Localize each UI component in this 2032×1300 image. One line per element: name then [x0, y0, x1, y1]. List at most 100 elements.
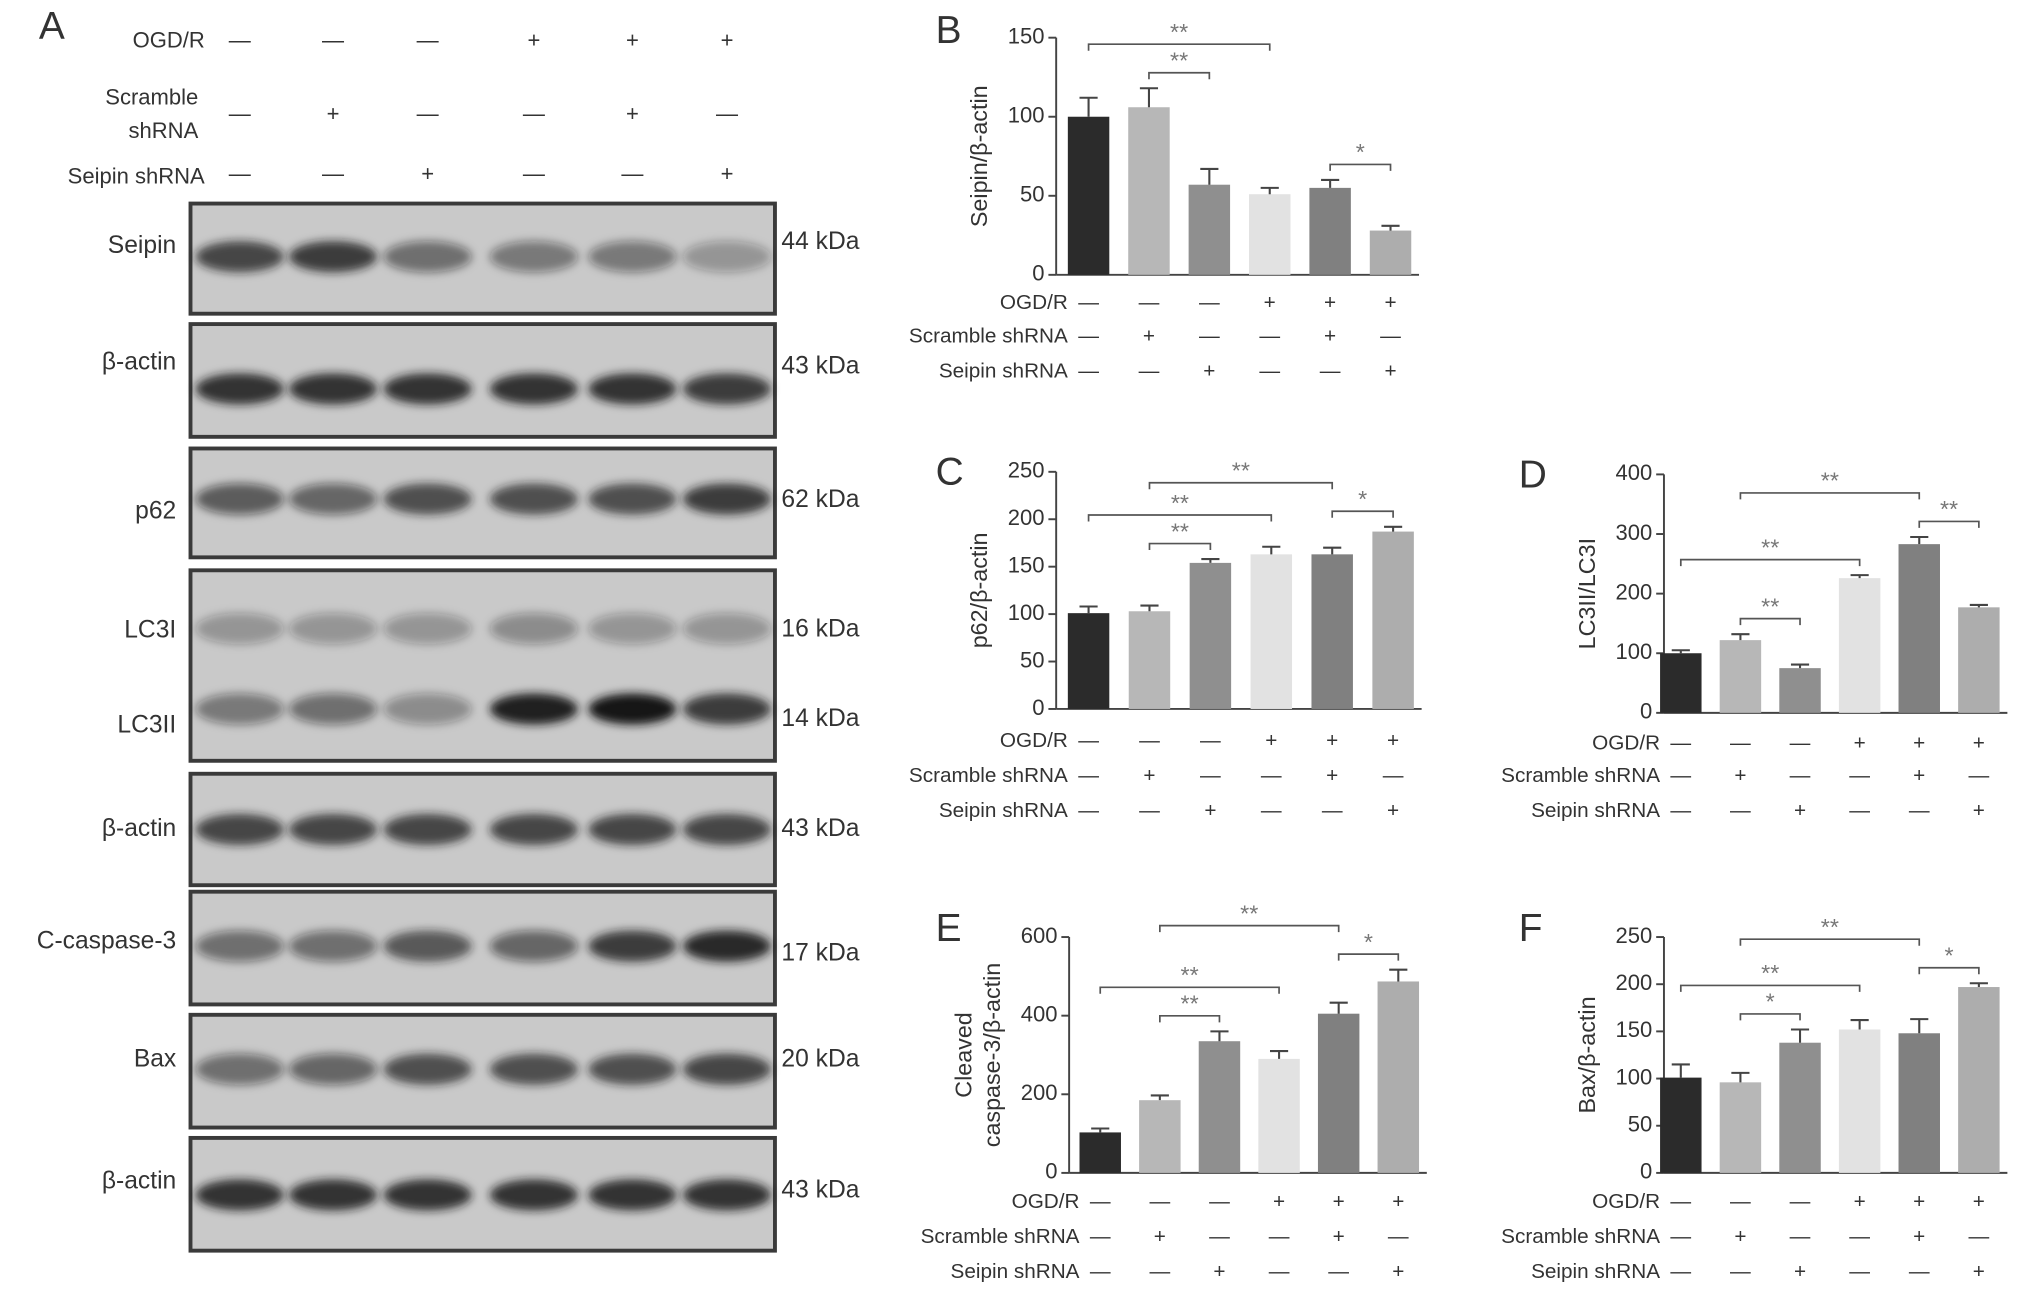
- significance-bracket: [1087, 43, 1271, 51]
- condition-label: OGD/R: [1592, 1190, 1660, 1213]
- condition-label: Seipin shRNA: [1531, 799, 1660, 822]
- panel-label: E: [936, 907, 962, 950]
- condition-sign: —: [1269, 1225, 1290, 1248]
- condition-sign: —: [1199, 325, 1220, 348]
- condition-sign: —: [1259, 325, 1280, 348]
- condition-sign: —: [1790, 731, 1811, 754]
- condition-sign: +: [1154, 1225, 1166, 1248]
- blot-strip: [188, 1135, 777, 1253]
- blot-band: [195, 930, 284, 962]
- blot-row-label: LC3I: [124, 617, 176, 644]
- significance-bracket: [1329, 163, 1392, 171]
- significance-bracket: [1918, 520, 1980, 528]
- significance-bracket: [1148, 542, 1212, 551]
- condition-sign: —: [1328, 1260, 1349, 1283]
- condition-sign: —: [1730, 1190, 1751, 1213]
- condition-sign: —: [417, 27, 440, 52]
- condition-sign: —: [1090, 1225, 1111, 1248]
- condition-sign: +: [1392, 1260, 1404, 1283]
- significance-label: **: [1240, 900, 1258, 926]
- condition-label: shRNA: [129, 118, 199, 143]
- error-bar: [1790, 663, 1810, 669]
- blot-band: [588, 241, 677, 273]
- significance-bracket: [1739, 1013, 1801, 1021]
- significance-label: **: [1821, 914, 1839, 940]
- blot-band: [288, 373, 378, 405]
- significance-label: **: [1761, 593, 1779, 619]
- condition-sign: —: [1380, 325, 1401, 348]
- error-bar: [1790, 1028, 1810, 1043]
- condition-sign: +: [1392, 1190, 1404, 1213]
- condition-sign: +: [626, 27, 639, 52]
- error-bar: [1389, 968, 1408, 982]
- y-tick-label: 50: [1628, 1112, 1653, 1137]
- significance-label: **: [1171, 518, 1189, 544]
- blot-band: [195, 613, 284, 645]
- blot-band: [383, 373, 472, 405]
- error-bar: [1139, 87, 1159, 108]
- condition-sign: —: [1383, 764, 1404, 787]
- condition-sign: +: [1794, 799, 1806, 822]
- significance-label: *: [1356, 139, 1365, 165]
- kda-label: 62 kDa: [781, 486, 859, 513]
- blot-band: [682, 1053, 772, 1085]
- panel-label: D: [1519, 453, 1547, 496]
- significance-bracket: [1918, 966, 1980, 975]
- condition-sign: —: [716, 101, 739, 126]
- y-tick-label: 0: [1640, 699, 1652, 724]
- significance-bracket: [1087, 514, 1273, 522]
- bar: [1838, 578, 1881, 713]
- condition-sign: —: [1730, 731, 1751, 754]
- bar: [1258, 1058, 1300, 1173]
- condition-sign: +: [1265, 729, 1277, 752]
- y-tick-label: 400: [1616, 460, 1653, 485]
- blot-band: [383, 613, 472, 645]
- condition-sign: —: [1670, 1225, 1691, 1248]
- error-bar: [1210, 1030, 1229, 1042]
- condition-sign: +: [1324, 291, 1336, 314]
- y-tick-label: 0: [1032, 695, 1044, 720]
- blot-band: [588, 930, 677, 962]
- y-tick-label: 150: [1008, 552, 1045, 577]
- error-bar: [1262, 545, 1281, 555]
- blot-band: [489, 1179, 578, 1211]
- condition-sign: +: [1387, 729, 1399, 752]
- y-tick-label: 0: [1640, 1159, 1652, 1184]
- y-tick-label: 600: [1021, 923, 1058, 948]
- significance-label: *: [1364, 929, 1373, 955]
- blot-band: [288, 483, 378, 515]
- significance-bracket: [1679, 558, 1861, 567]
- blot-band: [489, 813, 578, 846]
- blot-row-label: β-actin: [102, 1167, 176, 1194]
- blot-band: [489, 373, 578, 405]
- condition-sign: +: [1384, 359, 1396, 382]
- condition-sign: +: [1273, 1190, 1285, 1213]
- significance-bracket: [1159, 924, 1340, 933]
- blot-band: [383, 693, 472, 725]
- condition-sign: +: [1913, 1190, 1925, 1213]
- condition-sign: +: [1143, 325, 1155, 348]
- condition-label: OGD/R: [133, 27, 205, 52]
- error-bar: [1671, 1063, 1690, 1078]
- y-tick-label: 100: [1616, 1064, 1653, 1089]
- blot-band: [288, 613, 378, 645]
- y-axis-label: Bax/β-actin: [1574, 996, 1600, 1113]
- y-tick-label: 0: [1045, 1159, 1057, 1184]
- blot-band: [588, 613, 677, 645]
- condition-sign: —: [417, 101, 440, 126]
- bar: [1067, 116, 1110, 275]
- error-bar: [1384, 525, 1403, 532]
- blot-band: [682, 613, 772, 645]
- y-axis-label: LC3II/LC3I: [1574, 538, 1600, 649]
- error-bar: [1321, 178, 1340, 188]
- kda-label: 20 kDa: [781, 1046, 859, 1073]
- blot-band: [383, 1053, 472, 1085]
- significance-bracket: [1159, 1014, 1221, 1023]
- condition-sign: +: [1264, 291, 1276, 314]
- condition-sign: +: [1213, 1260, 1225, 1283]
- condition-sign: +: [1973, 799, 1985, 822]
- condition-sign: —: [1730, 799, 1751, 822]
- y-tick-label: 100: [1616, 639, 1653, 664]
- y-tick-label: 50: [1020, 647, 1045, 672]
